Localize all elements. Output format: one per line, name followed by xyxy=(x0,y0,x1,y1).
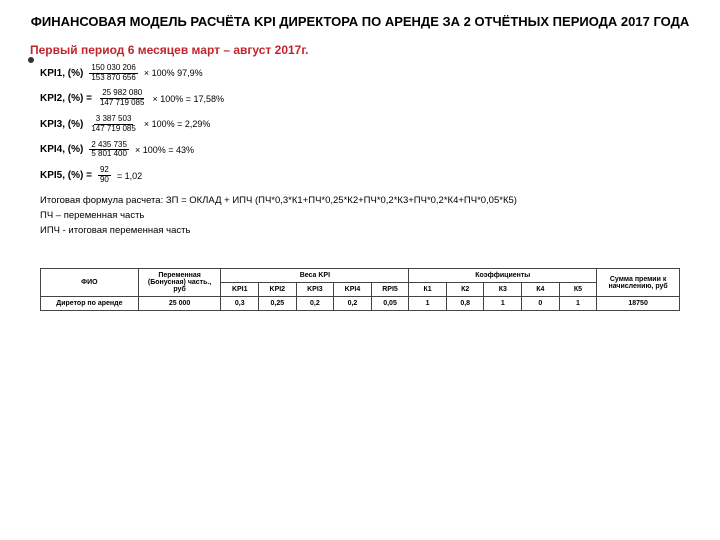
kpi-table: ФИО Переменная (Бонусная) часть., руб Ве… xyxy=(40,268,680,311)
th-w-kpi3: KPI3 xyxy=(296,283,334,297)
td-c3: 1 xyxy=(484,297,522,311)
kpi4-row: KPI4, (%) 2 435 735 5 801 400 × 100% = 4… xyxy=(40,141,690,160)
th-c-k5: К5 xyxy=(559,283,597,297)
th-bonus: Переменная (Бонусная) часть., руб xyxy=(138,269,221,297)
page-title: ФИНАНСОВАЯ МОДЕЛЬ РАСЧЁТА KPI ДИРЕКТОРА … xyxy=(30,14,690,31)
td-c1: 1 xyxy=(409,297,447,311)
bullet-icon xyxy=(28,57,34,63)
kpi4-label: KPI4, (%) xyxy=(40,144,83,155)
th-fio: ФИО xyxy=(41,269,139,297)
td-c2: 0,8 xyxy=(446,297,484,311)
formula-note2: ИПЧ - итоговая переменная часть xyxy=(40,223,690,238)
th-sum: Сумма премии к начислению, руб xyxy=(597,269,680,297)
kpi2-label: KPI2, (%) = xyxy=(40,93,92,104)
period-subtitle: Первый период 6 месяцев март – август 20… xyxy=(30,43,690,57)
th-c-k3: К3 xyxy=(484,283,522,297)
td-sum: 18750 xyxy=(597,297,680,311)
th-w-kpi5: RPI5 xyxy=(371,283,409,297)
td-bonus: 25 000 xyxy=(138,297,221,311)
subtitle-text: Первый период 6 месяцев март – август 20… xyxy=(30,43,308,57)
th-weights: Веса KPI xyxy=(221,269,409,283)
kpi3-result: × 100% = 2,29% xyxy=(144,119,211,129)
kpi5-row: KPI5, (%) = 92 90 = 1,02 xyxy=(40,166,690,185)
table-row: Диретор по аренде 25 000 0,3 0,25 0,2 0,… xyxy=(41,297,680,311)
th-coeffs: Коэффициенты xyxy=(409,269,597,283)
kpi2-result: × 100% = 17,58% xyxy=(152,94,224,104)
kpi3-row: KPI3, (%) 3 387 503 147 719 085 × 100% =… xyxy=(40,115,690,134)
td-c5: 1 xyxy=(559,297,597,311)
td-w3: 0,2 xyxy=(296,297,334,311)
kpi5-result: = 1,02 xyxy=(117,171,142,181)
kpi2-denominator: 147 719 085 xyxy=(98,99,147,108)
td-fio: Диретор по аренде xyxy=(41,297,139,311)
kpi2-fraction: 25 982 080 147 719 085 xyxy=(98,89,147,108)
th-c-k1: К1 xyxy=(409,283,447,297)
kpi2-row: KPI2, (%) = 25 982 080 147 719 085 × 100… xyxy=(40,89,690,108)
kpi5-label: KPI5, (%) = xyxy=(40,170,92,181)
th-c-k2: К2 xyxy=(446,283,484,297)
td-w4: 0,2 xyxy=(334,297,372,311)
td-c4: 0 xyxy=(522,297,560,311)
kpi5-denominator: 90 xyxy=(98,176,111,185)
th-c-k4: К4 xyxy=(522,283,560,297)
th-w-kpi4: KPI4 xyxy=(334,283,372,297)
kpi5-fraction: 92 90 xyxy=(98,166,111,185)
formula-note1: ПЧ – переменная часть xyxy=(40,208,690,223)
kpi1-row: KPI1, (%) 150 030 206 153 870 656 × 100%… xyxy=(40,64,690,83)
td-w5: 0,05 xyxy=(371,297,409,311)
kpi3-fraction: 3 387 503 147 719 085 xyxy=(89,115,138,134)
th-w-kpi2: KPI2 xyxy=(259,283,297,297)
kpi3-denominator: 147 719 085 xyxy=(89,125,138,134)
kpi1-denominator: 153 870 656 xyxy=(89,74,138,83)
th-w-kpi1: KPI1 xyxy=(221,283,259,297)
td-w1: 0,3 xyxy=(221,297,259,311)
td-w2: 0,25 xyxy=(259,297,297,311)
kpi1-result: × 100% 97,9% xyxy=(144,68,203,78)
kpi1-fraction: 150 030 206 153 870 656 xyxy=(89,64,138,83)
kpi4-denominator: 5 801 400 xyxy=(89,150,129,159)
kpi1-label: KPI1, (%) xyxy=(40,68,83,79)
formula-main: Итоговая формула расчета: ЗП = ОКЛАД + И… xyxy=(40,193,690,208)
kpi4-result: × 100% = 43% xyxy=(135,145,194,155)
kpi3-label: KPI3, (%) xyxy=(40,119,83,130)
kpi4-fraction: 2 435 735 5 801 400 xyxy=(89,141,129,160)
